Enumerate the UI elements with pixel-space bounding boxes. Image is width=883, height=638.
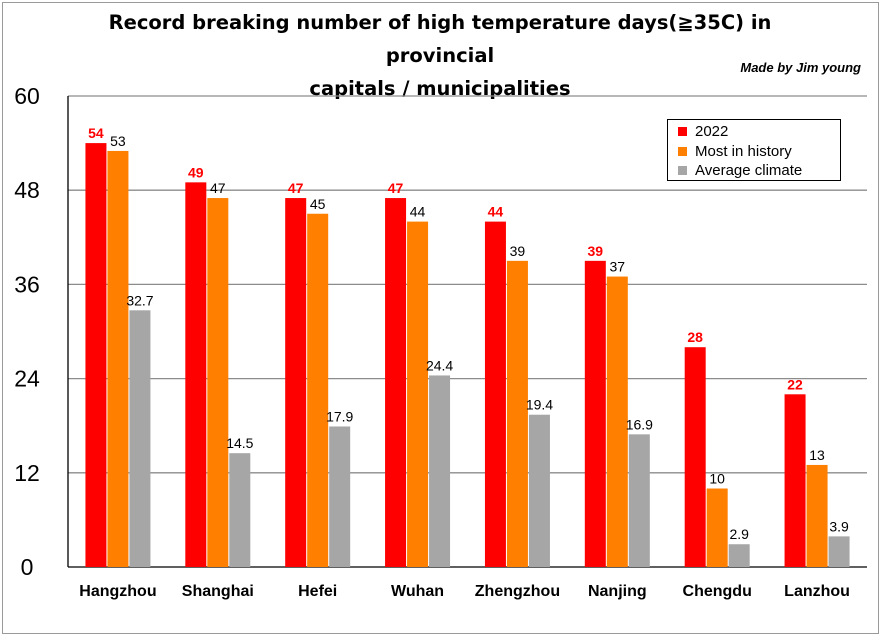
bar-average-climate-shanghai	[229, 453, 251, 567]
x-tick-label-lanzhou: Lanzhou	[784, 583, 850, 600]
x-tick-label-nanjing: Nanjing	[588, 583, 647, 600]
y-tick-label: 60	[14, 83, 40, 109]
legend-label-average-climate: Average climate	[695, 162, 803, 180]
data-label-2022-chengdu: 28	[687, 329, 703, 345]
bar-average-climate-lanzhou	[828, 536, 850, 567]
legend-item-2022: 2022	[678, 122, 840, 142]
bar-most-in-history-hangzhou	[107, 150, 129, 567]
data-label-most-in-history-hefei: 45	[310, 196, 326, 212]
y-tick-label: 0	[21, 554, 34, 580]
y-tick-label: 12	[14, 460, 40, 486]
data-label-average-climate-wuhan: 24.4	[426, 357, 453, 373]
data-label-average-climate-hangzhou: 32.7	[126, 292, 153, 308]
bar-average-climate-zhengzhou	[528, 414, 550, 567]
bar-2022-nanjing	[584, 260, 606, 567]
data-label-2022-hefei: 47	[288, 180, 304, 196]
x-tick-label-zhengzhou: Zhengzhou	[475, 583, 560, 600]
data-label-most-in-history-nanjing: 37	[610, 259, 626, 275]
bar-most-in-history-nanjing	[606, 276, 628, 567]
data-label-most-in-history-chengdu: 10	[709, 471, 725, 487]
chart-title-line-2: capitals / municipalities	[309, 77, 571, 100]
data-label-2022-zhengzhou: 44	[488, 204, 504, 220]
data-label-2022-nanjing: 39	[588, 243, 604, 259]
x-tick-label-wuhan: Wuhan	[391, 583, 444, 600]
data-label-2022-shanghai: 49	[188, 164, 204, 180]
bar-2022-shanghai	[185, 182, 207, 567]
data-label-most-in-history-hangzhou: 53	[110, 133, 126, 149]
x-tick-label-chengdu: Chengdu	[683, 583, 752, 600]
data-label-most-in-history-zhengzhou: 39	[510, 243, 526, 259]
data-label-average-climate-chengdu: 2.9	[729, 526, 749, 542]
data-label-average-climate-nanjing: 16.9	[626, 416, 653, 432]
bar-most-in-history-hefei	[307, 213, 329, 567]
legend-swatch-2022	[678, 127, 687, 137]
legend-item-most-in-history: Most in history	[678, 142, 840, 162]
legend-swatch-average-climate	[678, 166, 687, 176]
bar-average-climate-nanjing	[628, 434, 650, 567]
bar-2022-hefei	[285, 198, 307, 568]
bar-average-climate-chengdu	[728, 544, 750, 567]
chart-title-line-1: Record breaking number of high temperatu…	[108, 11, 772, 67]
data-label-average-climate-lanzhou: 3.9	[829, 518, 849, 534]
x-tick-label-shanghai: Shanghai	[182, 583, 254, 600]
bar-2022-wuhan	[385, 198, 407, 568]
data-label-most-in-history-lanzhou: 13	[809, 447, 825, 463]
data-label-2022-wuhan: 47	[388, 180, 404, 196]
chart-credit: Made by Jim young	[740, 60, 861, 75]
bar-2022-chengdu	[684, 347, 706, 567]
bar-most-in-history-zhengzhou	[506, 260, 528, 567]
y-tick-label: 36	[14, 271, 40, 297]
chart-title: Record breaking number of high temperatu…	[60, 6, 820, 105]
bar-2022-hangzhou	[85, 143, 107, 567]
x-tick-label-hefei: Hefei	[298, 583, 337, 600]
legend-item-average-climate: Average climate	[678, 161, 840, 181]
bar-most-in-history-lanzhou	[806, 464, 828, 567]
x-tick-label-hangzhou: Hangzhou	[79, 583, 156, 600]
data-label-average-climate-zhengzhou: 19.4	[526, 397, 553, 413]
bar-most-in-history-chengdu	[706, 488, 728, 567]
y-tick-label: 24	[14, 366, 40, 392]
bar-average-climate-hangzhou	[129, 310, 151, 567]
legend-label-2022: 2022	[695, 123, 729, 141]
bar-2022-zhengzhou	[484, 221, 506, 567]
data-label-2022-hangzhou: 54	[88, 125, 104, 141]
data-label-average-climate-hefei: 17.9	[326, 408, 353, 424]
chart-legend: 2022 Most in history Average climate	[667, 119, 841, 181]
bar-average-climate-hefei	[329, 426, 351, 567]
legend-label-most-in-history: Most in history	[695, 142, 792, 160]
bar-average-climate-wuhan	[429, 375, 451, 567]
data-label-average-climate-shanghai: 14.5	[226, 435, 253, 451]
data-label-2022-lanzhou: 22	[787, 376, 803, 392]
data-label-most-in-history-wuhan: 44	[410, 204, 426, 220]
bar-most-in-history-wuhan	[407, 221, 429, 567]
data-label-most-in-history-shanghai: 47	[210, 180, 226, 196]
y-tick-label: 48	[14, 177, 40, 203]
bar-2022-lanzhou	[784, 394, 806, 567]
legend-swatch-most-in-history	[678, 146, 687, 156]
bar-most-in-history-shanghai	[207, 198, 229, 568]
